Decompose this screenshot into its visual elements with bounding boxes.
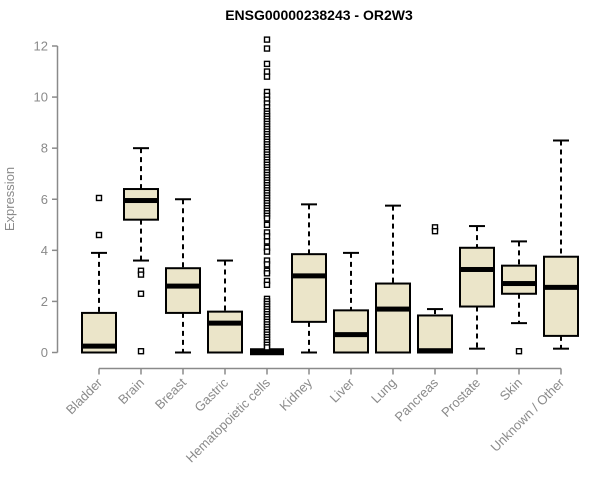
x-tick-label-brain: Brain xyxy=(115,375,147,407)
boxplot-prostate xyxy=(459,225,495,350)
iqr-box xyxy=(207,310,243,354)
outlier-point xyxy=(263,45,271,52)
outlier-point xyxy=(263,238,271,245)
boxplot-bladder xyxy=(81,194,117,354)
outlier-point xyxy=(263,36,271,43)
x-tick-label-unknown-other: Unknown / Other xyxy=(488,375,568,455)
iqr-box xyxy=(291,253,327,323)
median-bar xyxy=(208,320,242,326)
outlier-point xyxy=(515,348,523,355)
median-bar xyxy=(292,273,326,279)
median-bar xyxy=(82,343,116,349)
boxplot-kidney xyxy=(291,203,327,354)
outlier-point xyxy=(263,60,271,68)
outlier-point xyxy=(137,348,145,355)
outlier-point xyxy=(137,271,145,278)
y-axis: 0 2 4 6 8 10 12 xyxy=(34,39,59,360)
boxplot-pancreas xyxy=(417,224,453,354)
x-tick-label-liver: Liver xyxy=(327,375,358,406)
median-bar xyxy=(460,266,494,272)
outlier-point xyxy=(263,261,271,268)
x-tick-label-gastric: Gastric xyxy=(191,375,231,415)
x-tick-label-lung: Lung xyxy=(368,375,399,406)
plot-area xyxy=(81,36,579,356)
y-tick-label: 12 xyxy=(34,39,48,54)
median-bar xyxy=(124,198,158,204)
boxplot-hematopoietic-cells xyxy=(250,36,284,356)
outlier-point xyxy=(95,194,103,202)
median-bar xyxy=(376,306,410,312)
iqr-box xyxy=(543,255,579,337)
outlier-point xyxy=(263,270,271,277)
iqr-box xyxy=(375,282,411,354)
boxplot-gastric xyxy=(207,259,243,354)
y-tick-label: 0 xyxy=(41,345,48,360)
outlier-point xyxy=(263,221,271,228)
iqr-box xyxy=(333,309,369,354)
boxplot-breast xyxy=(165,198,201,354)
boxplot-lung xyxy=(375,204,411,354)
collapsed-box-median-bar xyxy=(250,348,284,356)
outlier-point xyxy=(95,231,103,239)
outlier-point xyxy=(263,215,271,222)
x-tick-label-skin: Skin xyxy=(497,375,525,403)
iqr-box xyxy=(165,267,201,314)
boxplot-unknown-other xyxy=(543,139,579,350)
boxplot-brain xyxy=(123,147,159,355)
outlier-point xyxy=(263,281,271,289)
outlier-point xyxy=(263,233,271,240)
x-tick-label-pancreas: Pancreas xyxy=(392,375,442,425)
median-bar xyxy=(502,281,536,287)
y-axis-title: Expression xyxy=(2,167,17,231)
y-tick-label: 2 xyxy=(41,294,48,309)
outlier-point xyxy=(263,73,271,80)
outlier-point xyxy=(263,68,271,75)
median-bar xyxy=(418,348,452,354)
x-tick-label-prostate: Prostate xyxy=(438,375,483,420)
iqr-box xyxy=(417,314,453,354)
median-bar xyxy=(334,332,368,338)
outlier-point xyxy=(263,344,271,351)
outlier-point xyxy=(137,290,145,297)
y-tick-label: 8 xyxy=(41,141,48,156)
outlier-point xyxy=(263,248,271,255)
x-tick-label-bladder: Bladder xyxy=(63,375,106,418)
outlier-point xyxy=(431,227,439,235)
boxplot-liver xyxy=(333,251,369,354)
x-tick-label-breast: Breast xyxy=(152,375,189,412)
y-tick-label: 4 xyxy=(41,243,48,258)
median-bar xyxy=(544,284,578,290)
iqr-box xyxy=(459,246,495,308)
boxplot-skin xyxy=(501,240,537,355)
x-tick-label-kidney: Kidney xyxy=(276,375,315,414)
y-tick-label: 6 xyxy=(41,192,48,207)
iqr-box xyxy=(123,188,159,221)
iqr-box xyxy=(501,264,537,295)
chart-title: ENSG00000238243 - OR2W3 xyxy=(225,7,413,23)
y-tick-label: 10 xyxy=(34,90,48,105)
median-bar xyxy=(166,283,200,289)
